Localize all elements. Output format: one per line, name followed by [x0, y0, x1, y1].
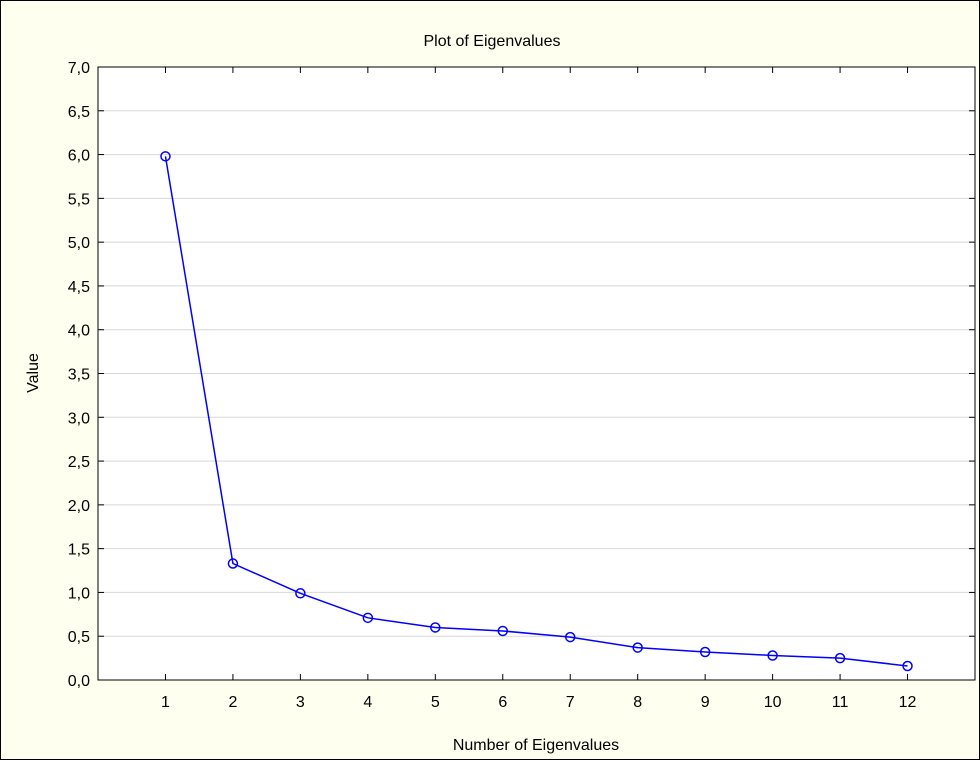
data-point	[564, 631, 576, 643]
y-tick-label: 4,0	[68, 323, 90, 340]
y-axis-label: Value	[25, 353, 42, 393]
x-tick-label: 1	[161, 694, 170, 711]
y-tick-label: 0,5	[68, 629, 90, 646]
y-tick-label: 4,5	[68, 279, 90, 296]
y-tick-label: 7,0	[68, 60, 90, 77]
data-point	[699, 646, 711, 658]
x-tick-label: 11	[832, 694, 849, 711]
data-point	[160, 151, 171, 162]
y-tick-label: 3,5	[68, 367, 90, 384]
data-point	[767, 650, 778, 661]
y-tick-label: 6,0	[68, 148, 90, 165]
y-tick-label: 3,0	[68, 410, 90, 427]
x-tick-label: 5	[431, 694, 440, 711]
y-tick-label: 1,5	[68, 542, 90, 559]
x-tick-label: 12	[899, 694, 917, 711]
series-line	[164, 156, 908, 667]
y-tick-label: 2,0	[68, 498, 90, 515]
x-tick-label: 3	[296, 694, 305, 711]
x-tick-label: 10	[764, 694, 782, 711]
x-tick-label: 4	[363, 694, 372, 711]
y-tick-label: 2,5	[68, 454, 90, 471]
data-point	[497, 625, 509, 637]
axis-ticks	[98, 66, 975, 681]
x-tick-label: 2	[228, 694, 237, 711]
data-point	[430, 622, 441, 633]
data-point	[227, 558, 239, 569]
x-tick-label: 9	[701, 694, 710, 711]
data-series	[160, 151, 913, 672]
grid-lines	[98, 110, 975, 637]
data-point	[295, 588, 306, 599]
y-axis-tick-labels: 0,0 0,5 1,0 1,5 2,0 2,5 3,0 3,5 4,0 4,5 5,0 5,5 6,0 6…	[68, 60, 90, 690]
x-axis-tick-labels: 1 2 3 4 5 6 7 8 9 10 11 12	[161, 694, 917, 711]
data-point	[632, 642, 643, 653]
data-point	[362, 612, 374, 624]
x-tick-label: 8	[633, 694, 642, 711]
y-tick-label: 0,0	[68, 673, 90, 690]
y-tick-label: 6,5	[68, 104, 90, 121]
data-point	[902, 660, 913, 672]
x-tick-label: 7	[566, 694, 575, 711]
y-tick-label: 5,0	[68, 235, 90, 252]
x-axis-label: Number of Eigenvalues	[453, 737, 619, 754]
y-tick-label: 1,0	[68, 585, 90, 602]
chart-title: Plot of Eigenvalues	[424, 33, 561, 50]
data-point	[834, 652, 846, 664]
x-tick-label: 6	[498, 694, 507, 711]
y-tick-label: 5,5	[68, 191, 90, 208]
